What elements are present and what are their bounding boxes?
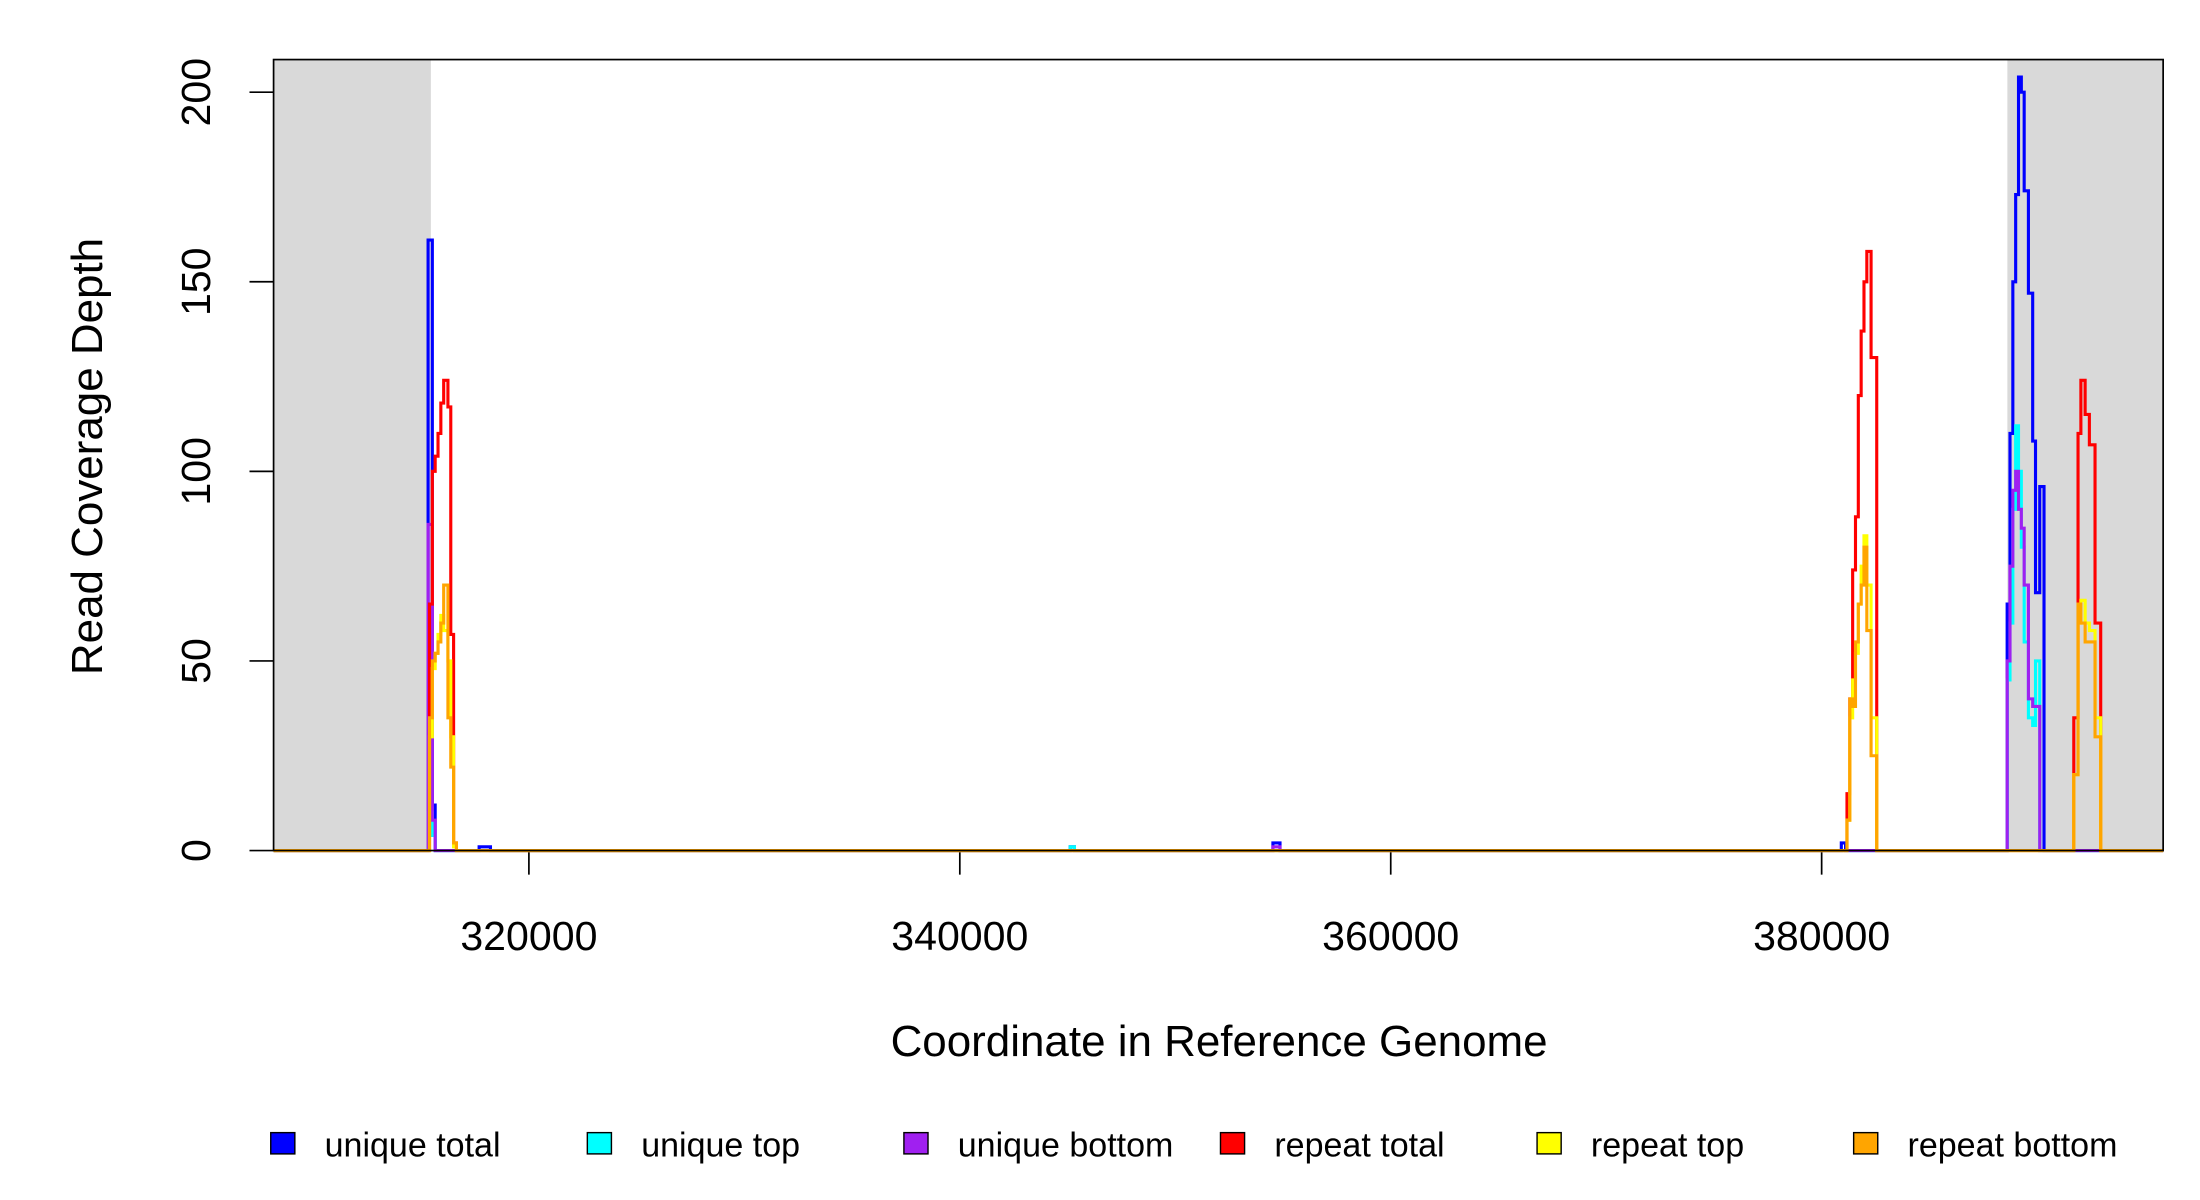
- legend-swatch: [1536, 1131, 1562, 1155]
- y-tick-label: 150: [173, 247, 219, 316]
- y-tick-label: 50: [173, 638, 219, 684]
- series-line: [273, 75, 2164, 853]
- legend-label: unique total: [325, 1127, 501, 1165]
- series-line: [273, 424, 2164, 853]
- series-line: [273, 545, 2164, 853]
- x-axis-label: Coordinate in Reference Genome: [891, 1017, 1548, 1066]
- legend-swatch: [1852, 1131, 1879, 1155]
- shaded-region: [2007, 59, 2164, 851]
- x-tick-label: 360000: [1322, 913, 1459, 959]
- x-tick-label: 380000: [1753, 913, 1890, 959]
- y-tick-label: 0: [173, 839, 219, 862]
- legend-label: unique bottom: [958, 1127, 1174, 1165]
- legend-swatch: [1219, 1131, 1246, 1155]
- y-tick-label: 200: [173, 58, 219, 127]
- legend-swatch: [586, 1131, 613, 1155]
- series-line: [273, 249, 2164, 853]
- legend-label: unique top: [641, 1127, 800, 1165]
- legend-label: repeat total: [1274, 1127, 1444, 1165]
- series-line: [273, 534, 2164, 853]
- y-axis-label: Read Coverage Depth: [63, 238, 112, 675]
- legend-swatch: [903, 1131, 929, 1155]
- y-tick-label: 100: [173, 437, 219, 506]
- shaded-region: [273, 59, 431, 851]
- legend-swatch: [270, 1131, 296, 1155]
- x-tick-label: 320000: [460, 913, 597, 959]
- plot-frame: [272, 58, 2164, 852]
- legend-label: repeat bottom: [1908, 1127, 2118, 1165]
- series-line: [273, 469, 2164, 853]
- legend-label: repeat top: [1591, 1127, 1744, 1165]
- x-tick-label: 340000: [891, 913, 1028, 959]
